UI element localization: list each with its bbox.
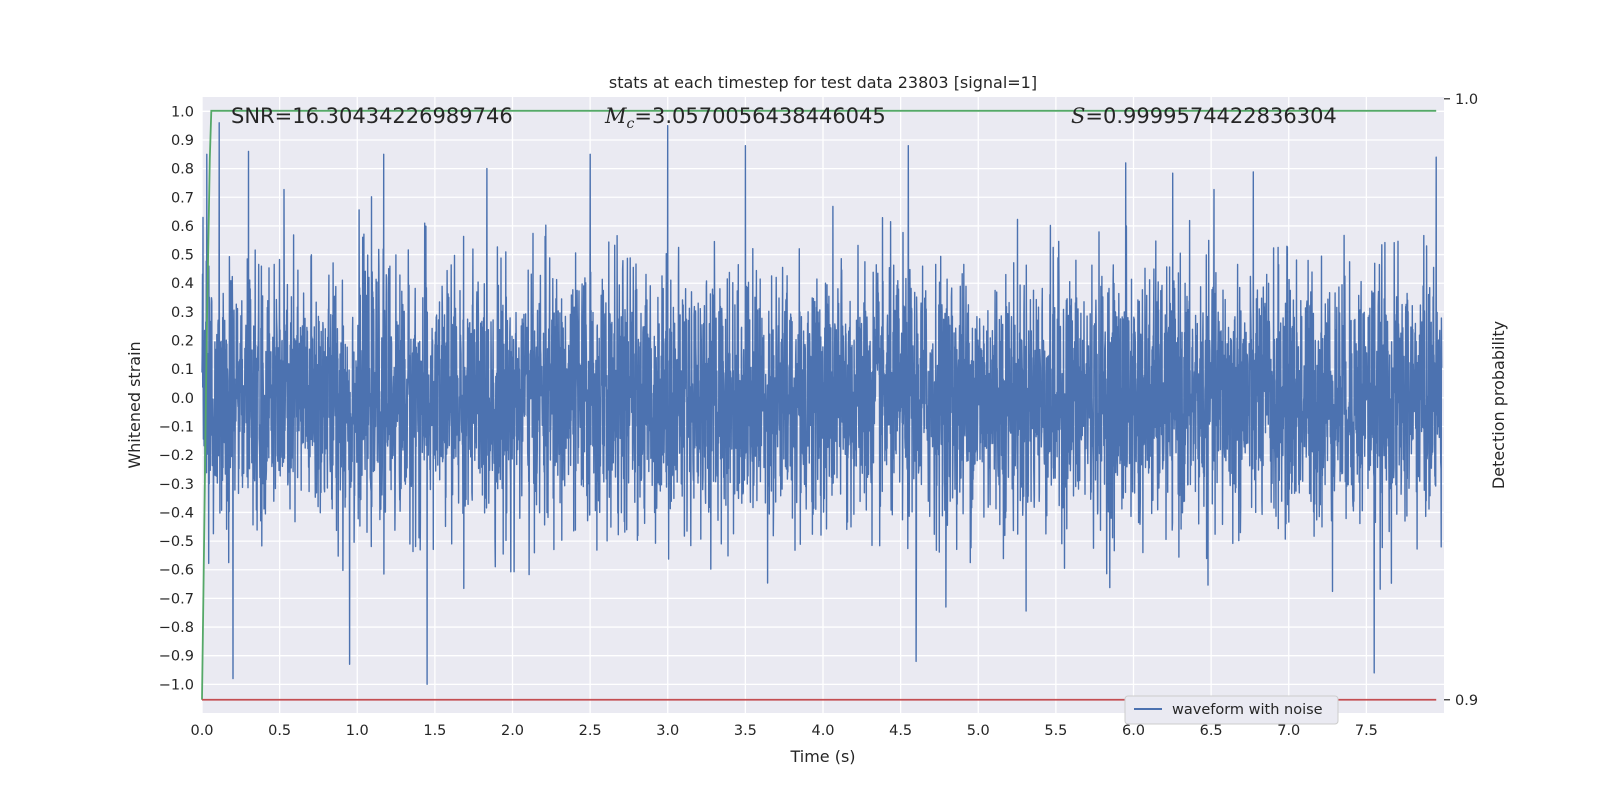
y-tick-label: −1.0: [159, 677, 194, 693]
x-tick-label: 3.5: [734, 723, 757, 739]
y-tick-label: 0.5: [171, 248, 194, 264]
annotation-mc-value: =3.0570056438446045: [634, 104, 885, 128]
y-axis-label: Whitened strain: [125, 341, 144, 468]
y-axis-ticks: 1.0 0.9 0.8 0.7 0.6 0.5 0.4 0.3 0.2 0.1 0.0 −0.1 −0.…: [159, 104, 194, 693]
y-tick-label: −0.1: [159, 419, 194, 435]
y-tick-label: 0.1: [171, 362, 194, 378]
y2-tick-label: 1.0: [1455, 92, 1478, 108]
series-waveform-with-noise: [201, 122, 1443, 685]
annotation-s-symbol: S: [1071, 104, 1085, 128]
y-tick-label: 0.0: [171, 391, 194, 407]
y-tick-label: −0.7: [159, 591, 194, 607]
x-tick-label: 2.0: [501, 723, 524, 739]
y-tick-label: 0.6: [171, 219, 194, 235]
x-tick-label: 6.0: [1122, 723, 1145, 739]
y2-axis-ticks: 1.0 0.9: [1444, 92, 1478, 709]
annotation-snr: SNR=16.30434226989746: [231, 104, 513, 128]
chart-title: stats at each timestep for test data 238…: [609, 73, 1037, 92]
x-axis-label: Time (s): [789, 747, 855, 766]
y-tick-label: 0.2: [171, 334, 194, 350]
y-tick-label: 0.8: [171, 162, 194, 178]
x-tick-label: 7.5: [1355, 723, 1378, 739]
y-tick-label: 0.9: [171, 133, 194, 149]
waveform-line: [201, 122, 1443, 685]
series-detection-probability: [201, 109, 1437, 700]
x-tick-label: 5.0: [967, 723, 990, 739]
y-tick-label: 0.3: [171, 305, 194, 321]
x-tick-label: 0.5: [268, 723, 291, 739]
legend: waveform with noise: [1124, 695, 1339, 725]
y-tick-label: −0.8: [159, 620, 194, 636]
y-tick-label: −0.6: [159, 563, 194, 579]
x-tick-label: 1.5: [423, 723, 446, 739]
y-tick-label: −0.5: [159, 534, 194, 550]
y-tick-label: −0.2: [159, 448, 194, 464]
detection-probability-line: [201, 109, 1437, 700]
legend-box: [1124, 695, 1339, 725]
annotation-s: S=0.9999574422836304: [1071, 104, 1337, 128]
y-tick-label: −0.3: [159, 477, 194, 493]
legend-label-waveform: waveform with noise: [1172, 702, 1323, 718]
annotation-mc-sub: c: [627, 116, 635, 132]
y-tick-label: 0.4: [171, 276, 194, 292]
annotation-s-value: =0.9999574422836304: [1085, 104, 1336, 128]
x-axis-ticks: 0.0 0.5 1.0 1.5 2.0 2.5 3.0 3.5 4.0 4.5 5.0 5.5 6.0 6…: [190, 723, 1377, 739]
y-tick-label: −0.9: [159, 649, 194, 665]
x-tick-label: 0.0: [190, 723, 213, 739]
y-tick-label: 0.7: [171, 190, 194, 206]
y-tick-label: 1.0: [171, 104, 194, 120]
x-tick-label: 3.0: [656, 723, 679, 739]
x-tick-label: 1.0: [346, 723, 369, 739]
y-tick-label: −0.4: [159, 505, 194, 521]
x-tick-label: 5.5: [1044, 723, 1067, 739]
y2-tick-label: 0.9: [1455, 693, 1478, 709]
annotation-mc-symbol: M: [604, 104, 627, 128]
x-tick-label: 4.0: [811, 723, 834, 739]
x-tick-label: 4.5: [889, 723, 912, 739]
annotation-chirp-mass: Mc=3.0570056438446045: [604, 104, 886, 132]
x-tick-label: 6.5: [1200, 723, 1223, 739]
x-tick-label: 2.5: [579, 723, 602, 739]
x-tick-label: 7.0: [1277, 723, 1300, 739]
y2-axis-label: Detection probability: [1489, 321, 1508, 489]
